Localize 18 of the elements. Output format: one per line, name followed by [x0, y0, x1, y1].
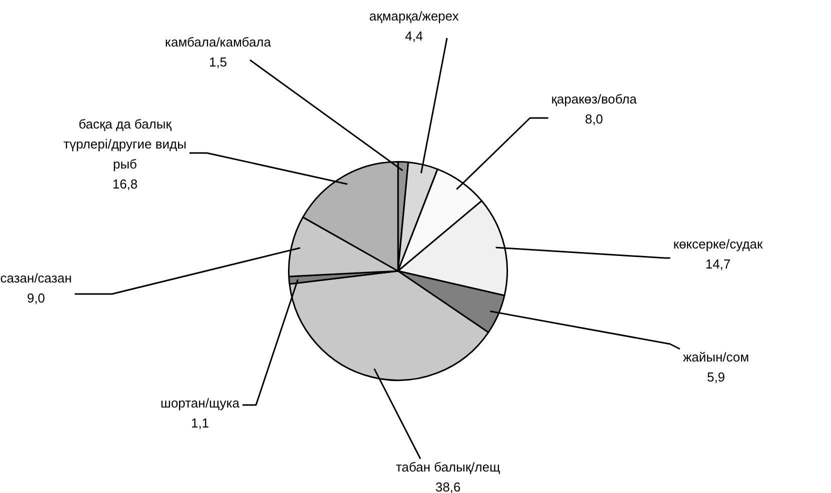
data-label: 38,6 — [435, 480, 461, 493]
data-label: 1,1 — [190, 416, 210, 431]
data-label: 16,8 — [112, 176, 138, 192]
slice-label: басқа да балық түрлері/другие виды рыб — [64, 116, 186, 172]
data-label: 9,0 — [26, 290, 46, 306]
data-label: 1,5 — [208, 54, 228, 70]
slice-label: сазан/сазан — [0, 270, 72, 286]
slice-label: камбала/камбала — [165, 34, 272, 50]
data-label: 8,0 — [584, 112, 604, 127]
data-label: 4,4 — [404, 28, 424, 44]
slice-label: ақмарқа/жерех — [369, 8, 460, 24]
slice-label: жайын/сом — [682, 350, 750, 365]
slice-label: көксерке/судак — [673, 236, 764, 252]
slice-label: табан балық/лещ — [396, 460, 500, 475]
slice-label: қаракөз/вобла — [551, 92, 638, 107]
data-label: 5,9 — [706, 370, 726, 385]
slice-label: шортан/щука — [160, 396, 240, 411]
data-label: 14,7 — [705, 256, 731, 272]
